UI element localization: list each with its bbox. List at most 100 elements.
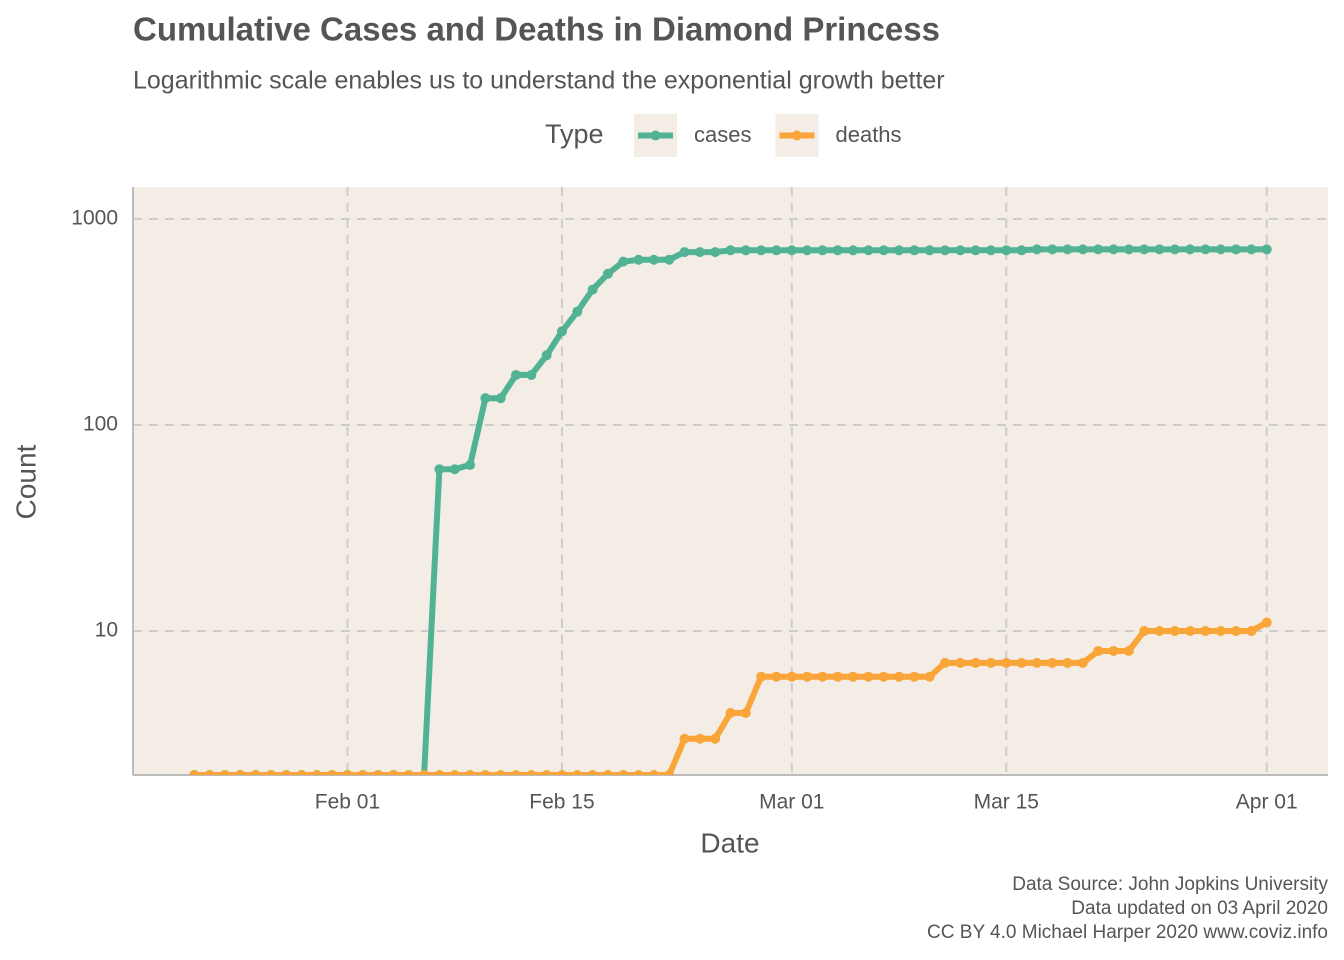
data-point <box>1261 617 1272 628</box>
data-point <box>419 770 430 775</box>
data-point <box>756 671 767 682</box>
data-point <box>296 770 307 775</box>
data-point <box>480 393 491 404</box>
data-point <box>602 268 613 279</box>
data-point <box>1246 626 1257 637</box>
data-point <box>909 671 920 682</box>
data-point <box>863 671 874 682</box>
data-point <box>602 770 613 775</box>
data-point <box>1062 657 1073 668</box>
data-point <box>817 245 828 256</box>
data-point <box>587 770 598 775</box>
chart-subtitle: Logarithmic scale enables us to understa… <box>133 67 945 95</box>
data-point <box>587 284 598 295</box>
data-point <box>1062 244 1073 255</box>
data-point <box>495 770 506 775</box>
x-tick-label: Mar 15 <box>974 791 1039 814</box>
y-axis-title: Count <box>10 444 41 519</box>
data-point <box>694 247 705 258</box>
data-point <box>618 256 629 267</box>
data-point <box>633 254 644 265</box>
data-point <box>434 770 445 775</box>
data-point <box>465 459 476 470</box>
legend: cases deaths <box>634 114 902 157</box>
caption: Data updated on 03 April 2020 <box>1071 898 1328 919</box>
data-point <box>664 254 675 265</box>
data-point <box>1031 244 1042 255</box>
data-point <box>679 733 690 744</box>
data-point <box>694 733 705 744</box>
data-point <box>939 657 950 668</box>
data-point <box>771 245 782 256</box>
data-point <box>403 770 414 775</box>
data-point <box>204 770 215 775</box>
data-point <box>556 770 567 775</box>
data-point <box>802 671 813 682</box>
data-point <box>265 770 276 775</box>
data-point <box>1169 244 1180 255</box>
x-tick-label: Feb 15 <box>529 791 594 814</box>
data-point <box>955 245 966 256</box>
data-point <box>1001 245 1012 256</box>
data-point <box>449 770 460 775</box>
data-point <box>480 770 491 775</box>
data-point <box>1093 244 1104 255</box>
chart-title: Cumulative Cases and Deaths in Diamond P… <box>133 11 940 48</box>
data-point <box>1047 657 1058 668</box>
caption: Data Source: John Jopkins University <box>1012 874 1328 895</box>
data-point <box>970 245 981 256</box>
data-point <box>1200 244 1211 255</box>
data-point <box>894 245 905 256</box>
data-point <box>863 245 874 256</box>
data-point <box>1016 245 1027 256</box>
panel <box>133 187 1328 775</box>
data-point <box>1215 626 1226 637</box>
legend-label: deaths <box>835 122 901 147</box>
data-point <box>1108 244 1119 255</box>
data-point <box>848 671 859 682</box>
data-point <box>725 707 736 718</box>
data-point <box>526 770 537 775</box>
data-point <box>756 245 767 256</box>
data-point <box>373 770 384 775</box>
data-point <box>1185 626 1196 637</box>
data-point <box>189 770 200 775</box>
x-tick-label: Feb 01 <box>315 791 380 814</box>
data-point <box>955 657 966 668</box>
data-point <box>679 247 690 258</box>
data-point <box>1077 657 1088 668</box>
legend-label: cases <box>694 122 751 147</box>
data-point <box>327 770 338 775</box>
data-point <box>1123 244 1134 255</box>
data-point <box>1016 657 1027 668</box>
data-point <box>740 245 751 256</box>
data-point <box>786 245 797 256</box>
data-point <box>434 464 445 475</box>
y-tick-label: 100 <box>83 413 118 436</box>
data-point <box>878 671 889 682</box>
legend-key <box>791 130 802 141</box>
data-point <box>526 369 537 380</box>
y-tick-label: 1000 <box>71 207 118 230</box>
data-point <box>1031 657 1042 668</box>
data-point <box>832 671 843 682</box>
data-point <box>985 657 996 668</box>
data-point <box>1215 244 1226 255</box>
grid <box>133 187 1328 775</box>
data-point <box>985 245 996 256</box>
y-tick-label: 10 <box>95 619 118 642</box>
data-point <box>250 770 261 775</box>
data-point <box>1077 244 1088 255</box>
data-point <box>1246 244 1257 255</box>
data-point <box>710 247 721 258</box>
data-point <box>235 770 246 775</box>
data-point <box>342 770 353 775</box>
data-point <box>1185 244 1196 255</box>
data-point <box>572 306 583 317</box>
data-point <box>572 770 583 775</box>
x-tick-label: Mar 01 <box>759 791 824 814</box>
data-point <box>648 254 659 265</box>
plot-area <box>189 244 1272 775</box>
data-point <box>771 671 782 682</box>
data-point <box>710 733 721 744</box>
